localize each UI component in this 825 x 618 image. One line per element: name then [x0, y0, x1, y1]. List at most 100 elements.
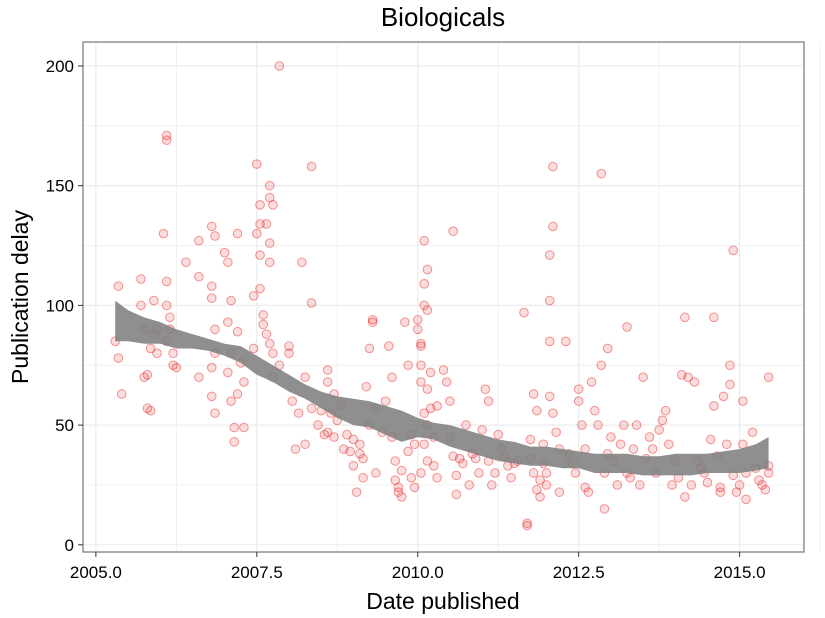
data-point	[416, 341, 426, 351]
data-point	[161, 300, 172, 311]
data-point	[416, 377, 426, 387]
data-point	[709, 312, 719, 323]
data-point	[149, 295, 159, 306]
data-point	[116, 389, 127, 399]
data-point	[264, 192, 275, 203]
x-tick-label: 2010.0	[392, 563, 444, 582]
data-point	[358, 472, 368, 483]
data-point	[541, 468, 552, 478]
data-point	[412, 314, 423, 325]
data-point	[419, 279, 429, 289]
data-point	[448, 226, 458, 236]
data-point	[258, 310, 269, 320]
data-point	[367, 317, 378, 327]
data-point	[425, 367, 436, 378]
chart-title: Biologicals	[381, 2, 505, 32]
data-point	[741, 494, 751, 505]
data-point	[754, 475, 764, 485]
data-point	[194, 235, 204, 246]
data-point	[258, 319, 269, 330]
data-point	[313, 420, 323, 430]
data-point	[631, 420, 642, 430]
smooth-band	[115, 300, 769, 476]
data-point	[355, 439, 365, 450]
data-point	[168, 348, 178, 359]
data-point	[535, 492, 545, 502]
data-point	[689, 377, 700, 387]
data-point	[412, 324, 423, 335]
data-point	[593, 420, 603, 430]
data-point	[409, 482, 420, 493]
data-point	[390, 475, 401, 485]
data-point	[657, 415, 668, 426]
data-point	[644, 432, 655, 442]
data-point	[161, 135, 172, 145]
data-point	[728, 245, 738, 256]
data-point	[586, 377, 597, 387]
data-point	[763, 372, 774, 383]
data-point	[168, 360, 178, 371]
data-point	[206, 221, 217, 232]
data-point	[319, 429, 330, 440]
data-point	[664, 439, 674, 450]
data-point	[223, 257, 233, 268]
axes: 2005.0 2007.5 2010.0 2012.5 2015.0 0 50 100 150 2…	[46, 57, 766, 582]
data-point	[667, 480, 677, 490]
data-point	[561, 336, 571, 347]
data-point	[290, 444, 301, 454]
data-point	[416, 360, 426, 371]
data-point	[747, 427, 758, 438]
data-point	[206, 362, 217, 373]
data-point	[416, 468, 426, 478]
data-point	[721, 439, 732, 450]
data-point	[264, 238, 275, 248]
smooth-band-layer	[115, 300, 769, 476]
y-tick-label: 100	[46, 296, 74, 315]
data-point	[361, 381, 372, 392]
data-point	[522, 520, 532, 531]
data-point	[451, 489, 462, 500]
data-point	[142, 370, 153, 380]
data-point	[300, 372, 310, 383]
data-point	[264, 338, 275, 349]
data-point	[338, 444, 349, 454]
data-point	[206, 281, 217, 292]
data-point	[145, 405, 156, 416]
data-point	[306, 403, 317, 414]
data-point	[390, 456, 401, 466]
data-point	[409, 439, 420, 450]
data-point	[284, 341, 294, 351]
data-point	[725, 379, 735, 390]
data-point	[142, 403, 153, 414]
data-point	[454, 453, 465, 464]
data-point	[232, 326, 243, 337]
data-point	[248, 291, 259, 301]
data-point	[573, 396, 584, 406]
data-point	[252, 228, 262, 239]
y-tick-label: 50	[55, 416, 74, 435]
data-point	[284, 348, 294, 359]
data-point	[532, 405, 542, 416]
data-point	[522, 518, 532, 529]
data-point	[715, 482, 726, 493]
data-point	[519, 307, 529, 318]
data-point	[268, 200, 278, 210]
data-point	[287, 396, 298, 406]
data-point	[638, 372, 648, 383]
data-point	[113, 281, 124, 292]
data-point	[422, 456, 433, 466]
data-point	[210, 231, 220, 241]
data-point	[544, 295, 555, 306]
data-point	[139, 372, 149, 383]
data-point	[383, 341, 394, 351]
data-point	[580, 482, 590, 493]
data-point	[367, 314, 378, 325]
data-point	[680, 312, 690, 323]
data-point	[416, 338, 426, 349]
data-point	[554, 487, 565, 497]
data-point	[252, 159, 262, 169]
data-point	[261, 329, 272, 339]
data-point	[274, 61, 285, 71]
data-point	[429, 461, 439, 471]
data-point	[255, 283, 265, 294]
